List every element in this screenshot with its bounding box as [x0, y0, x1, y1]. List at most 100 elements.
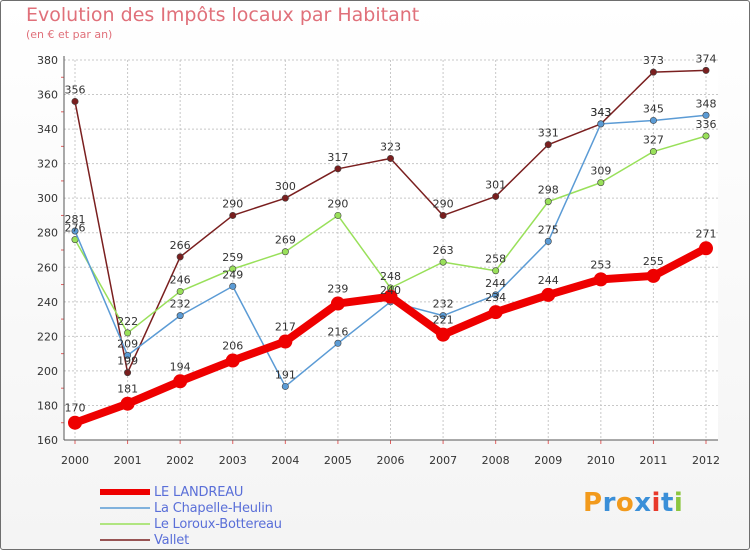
logo-letter: i	[673, 488, 684, 518]
data-label: 373	[643, 54, 664, 67]
data-point	[597, 179, 605, 187]
data-label: 240	[380, 284, 401, 297]
data-label: 327	[643, 134, 664, 147]
data-label: 301	[485, 178, 506, 191]
data-label: 348	[696, 97, 717, 110]
data-point	[176, 287, 184, 295]
data-label: 331	[538, 127, 559, 140]
legend-label: La Chapelle-Heulin	[154, 500, 273, 516]
y-tick-label: 180	[37, 399, 58, 412]
logo-letter: x	[634, 488, 652, 518]
data-point	[225, 353, 240, 368]
y-tick-label: 340	[37, 123, 58, 136]
data-label: 221	[433, 314, 454, 327]
data-point	[281, 194, 289, 202]
data-label: 249	[222, 268, 243, 281]
data-point	[281, 382, 289, 390]
x-tick-label: 2008	[482, 454, 510, 467]
data-point	[699, 241, 713, 256]
data-point	[383, 289, 398, 304]
logo-letter: P	[583, 488, 603, 518]
y-tick-label: 220	[37, 330, 58, 343]
data-label: 234	[485, 291, 506, 304]
x-tick-label: 2000	[61, 454, 89, 467]
chart-title: Evolution des Impôts locaux par Habitant	[26, 4, 420, 26]
data-point	[173, 374, 188, 389]
data-label: 239	[327, 283, 348, 296]
data-label: 258	[485, 253, 506, 266]
x-tick-label: 2009	[534, 454, 562, 467]
y-tick-label: 280	[37, 227, 58, 240]
legend-label: Vallet	[154, 532, 189, 548]
data-point	[597, 120, 605, 128]
data-label: 290	[327, 197, 348, 210]
data-point	[492, 291, 500, 299]
data-label: 298	[538, 184, 559, 197]
data-point	[649, 148, 657, 156]
data-point	[176, 253, 184, 261]
legend-item: La Chapelle-Heulin	[100, 500, 282, 516]
y-tick-label: 360	[37, 89, 58, 102]
data-point	[702, 132, 710, 140]
chart-legend: LE LANDREAU La Chapelle-Heulin Le Loroux…	[100, 484, 282, 548]
y-tick-label: 260	[37, 261, 58, 274]
data-label: 232	[170, 298, 191, 311]
legend-item: Le Loroux-Bottereau	[100, 516, 282, 532]
legend-label: LE LANDREAU	[154, 484, 244, 500]
y-tick-label: 380	[37, 54, 58, 67]
legend-item: LE LANDREAU	[100, 484, 282, 500]
data-point	[439, 258, 447, 266]
data-point	[544, 198, 552, 206]
x-tick-label: 2010	[587, 454, 615, 467]
data-label: 343	[590, 106, 611, 119]
data-label: 244	[538, 274, 559, 287]
legend-label: Le Loroux-Bottereau	[154, 516, 282, 532]
x-tick-label: 2001	[114, 454, 142, 467]
data-label: 263	[433, 244, 454, 257]
data-point	[541, 287, 556, 302]
data-point	[649, 68, 657, 76]
x-tick-label: 2005	[324, 454, 352, 467]
data-label: 271	[696, 227, 717, 240]
data-point	[649, 116, 657, 124]
data-label: 253	[590, 258, 611, 271]
data-point	[646, 268, 661, 283]
data-label: 191	[275, 368, 296, 381]
data-label: 345	[643, 102, 664, 115]
data-label: 290	[433, 197, 454, 210]
logo-letter: t	[660, 488, 674, 518]
data-point	[334, 165, 342, 173]
y-tick-label: 240	[37, 296, 58, 309]
data-label: 181	[117, 383, 138, 396]
data-label: 255	[643, 255, 664, 268]
x-tick-label: 2007	[429, 454, 457, 467]
data-label: 217	[275, 321, 296, 334]
data-point	[386, 154, 394, 162]
x-tick-label: 2002	[166, 454, 194, 467]
data-label: 374	[696, 52, 717, 65]
data-point	[492, 192, 500, 200]
data-label: 281	[65, 213, 86, 226]
data-label: 336	[696, 118, 717, 131]
x-tick-label: 2004	[271, 454, 299, 467]
data-point	[334, 211, 342, 219]
data-point	[334, 339, 342, 347]
data-point	[330, 296, 345, 311]
data-label: 300	[275, 180, 296, 193]
data-label: 246	[170, 273, 191, 286]
data-point	[593, 272, 608, 287]
data-point	[71, 227, 79, 235]
data-label: 209	[117, 337, 138, 350]
data-point	[544, 141, 552, 149]
data-point	[68, 415, 82, 430]
data-label: 317	[327, 151, 348, 164]
logo-letter: i	[651, 488, 661, 518]
data-point	[439, 312, 447, 320]
data-label: 269	[275, 234, 296, 247]
data-label: 216	[327, 325, 348, 338]
data-label: 222	[117, 315, 138, 328]
data-label: 266	[170, 239, 191, 252]
data-point	[229, 265, 237, 273]
data-point	[124, 369, 132, 377]
data-point	[278, 334, 293, 349]
